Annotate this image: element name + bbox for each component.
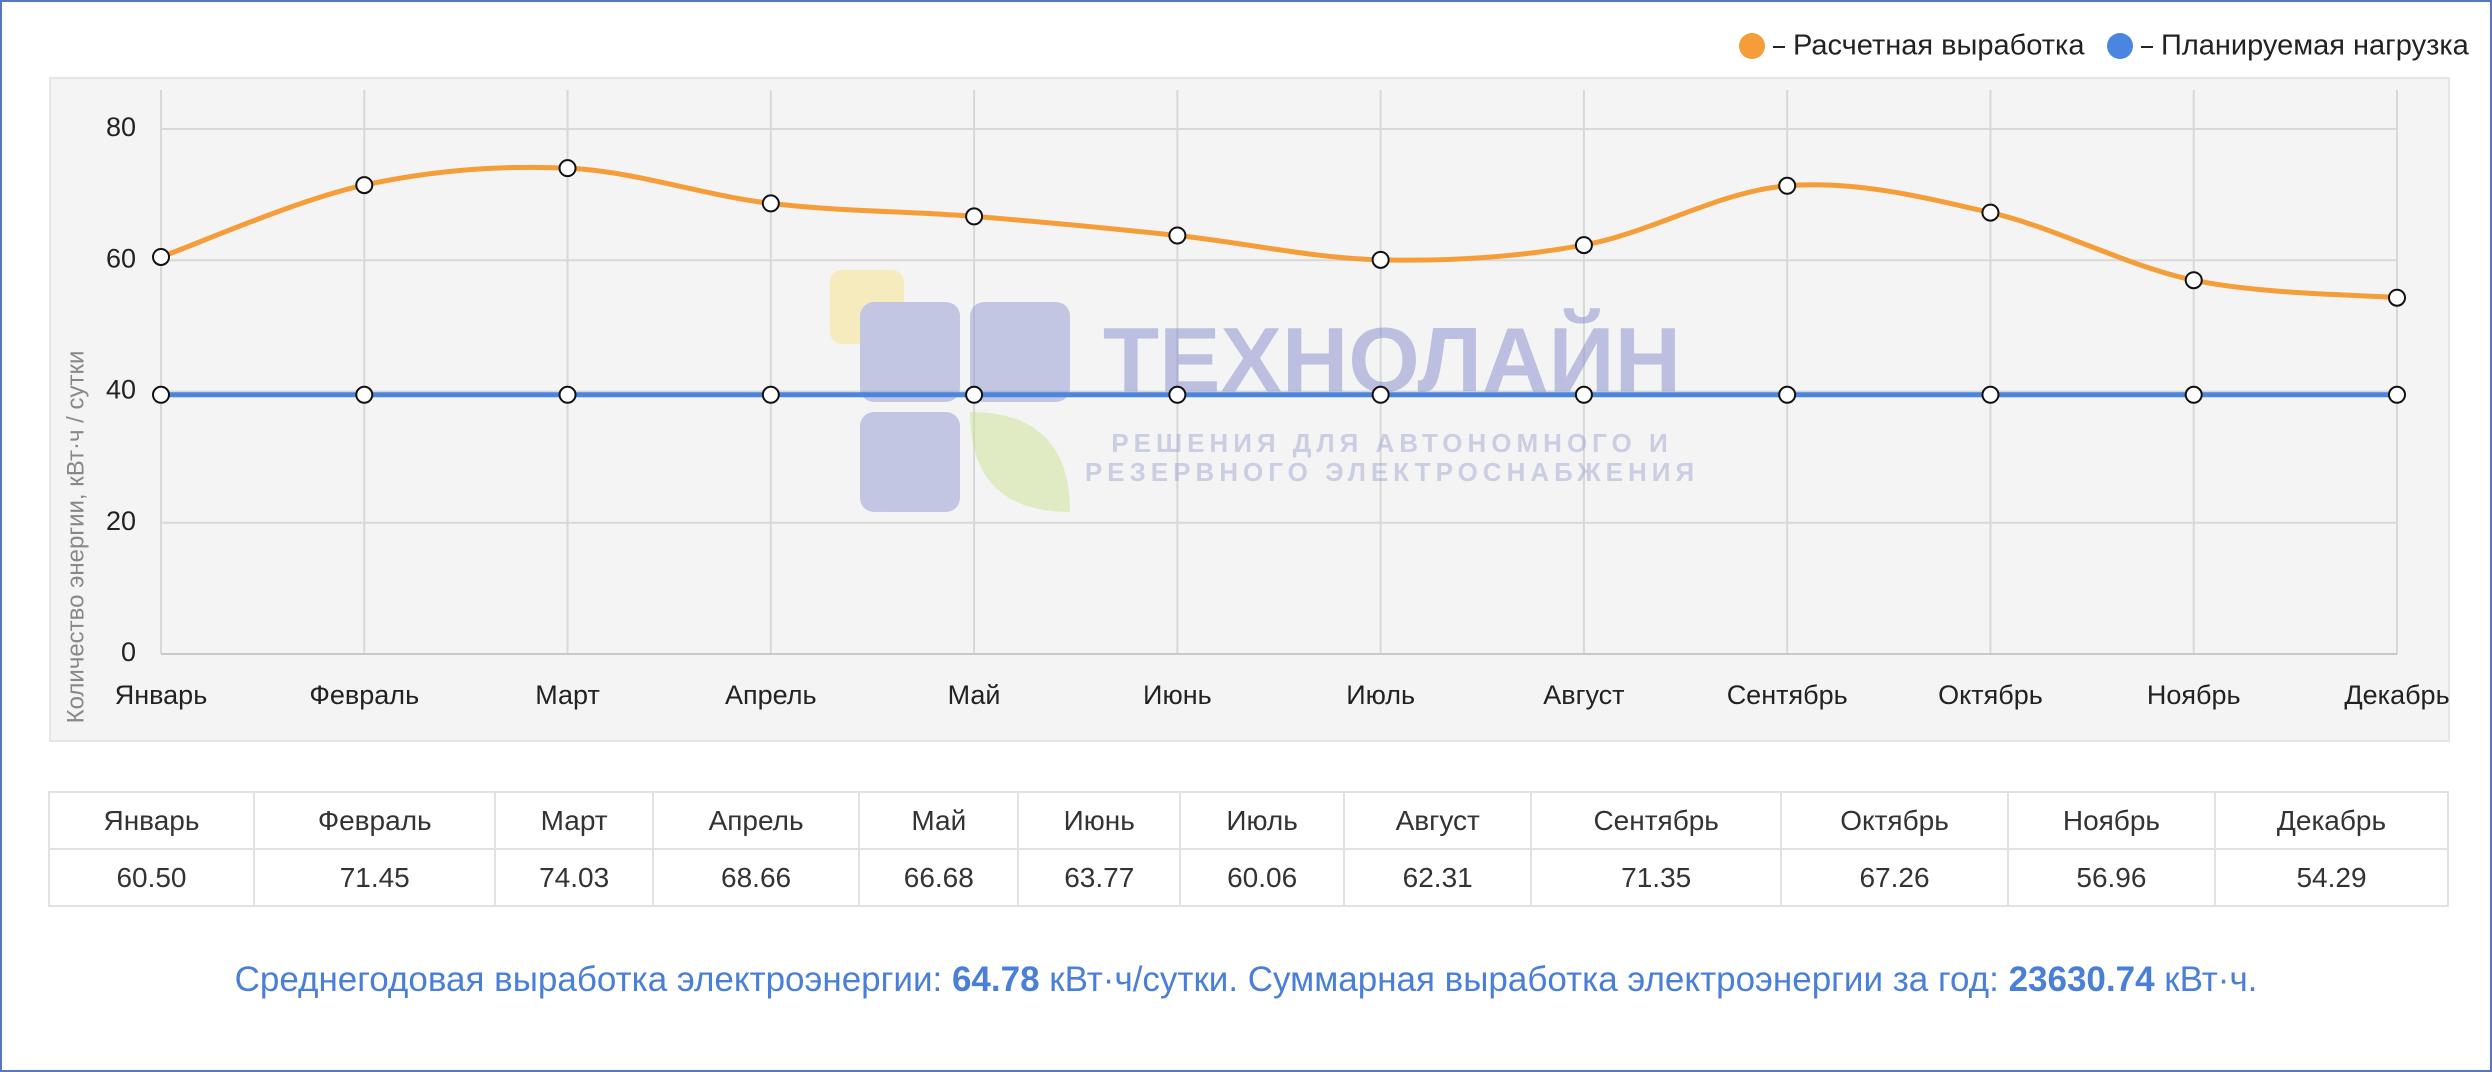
watermark-line: РЕЗЕРВНОГО ЭЛЕКТРОСНАБЖЕНИЯ <box>1085 457 1699 487</box>
x-tick-label: Июль <box>1346 680 1415 710</box>
data-point <box>761 385 780 404</box>
x-tick-label: Сентябрь <box>1727 680 1848 710</box>
table-header-cell: Июнь <box>1017 791 1182 850</box>
table-cell: 71.35 <box>1530 848 1782 907</box>
table-cell: 74.03 <box>494 848 654 907</box>
table-cell: 68.66 <box>651 848 861 907</box>
data-point <box>965 207 984 226</box>
data-point <box>2184 271 2203 290</box>
watermark-line: РЕШЕНИЯ ДЛЯ АВТОНОМНОГО И <box>1111 428 1672 458</box>
table-header-cell: Октябрь <box>1779 791 2010 850</box>
data-table: Январь Февраль Март Апрель Май Июнь Июль Август… <box>48 791 2450 907</box>
table-cell: 54.29 <box>2213 848 2450 907</box>
logo-leaf <box>970 412 1070 512</box>
table-row: 60.50 71.45 74.03 68.66 66.68 63.77 60.06 62.31… <box>48 848 2450 907</box>
table-header-cell: Январь <box>48 791 255 850</box>
summary-text: кВт·ч. <box>2154 960 2258 999</box>
data-point <box>2388 288 2406 307</box>
y-axis-title: Количество энергии, кВт·ч / сутки <box>62 351 89 724</box>
data-point <box>1371 385 1390 404</box>
summary-value: 64.78 <box>951 960 1040 999</box>
logo-panel <box>860 302 960 402</box>
legend-marker <box>2107 33 2133 59</box>
table-header-cell: Март <box>494 791 654 850</box>
table-cell: 63.77 <box>1017 848 1182 907</box>
x-tick-label: Август <box>1543 680 1624 710</box>
data-point <box>558 159 577 178</box>
chart: ТЕХНОЛАЙН РЕШЕНИЯ ДЛЯ АВТОНОМНОГО И РЕЗЕ… <box>49 30 2470 742</box>
chart-panel <box>49 77 2450 742</box>
table-row: Январь Февраль Март Апрель Май Июнь Июль Август… <box>48 791 2450 850</box>
logo-panel <box>970 302 1070 402</box>
summary-text: Среднегодовая выработка электроэнергии: <box>234 960 952 999</box>
data-point <box>2388 385 2406 404</box>
table-cell: 60.50 <box>48 848 255 907</box>
table-cell: 67.26 <box>1779 848 2010 907</box>
table-header-cell: Ноябрь <box>2007 791 2216 850</box>
table-cell: 56.96 <box>2007 848 2216 907</box>
data-point <box>355 176 374 195</box>
summary-text: кВт·ч/сутки. Суммарная выработка электро… <box>1039 960 2009 999</box>
x-tick-label: Май <box>948 680 1001 710</box>
data-point <box>1981 203 2000 222</box>
y-tick-label: 80 <box>106 112 136 142</box>
data-point <box>1371 250 1390 269</box>
x-tick-label: Апрель <box>725 680 817 710</box>
data-point <box>1574 236 1593 255</box>
legend-marker <box>1739 33 1765 59</box>
table-cell: 60.06 <box>1179 848 1345 907</box>
x-tick-label: Октябрь <box>1938 680 2043 710</box>
y-tick-label: 60 <box>106 243 136 273</box>
x-tick-label: Июнь <box>1143 680 1212 710</box>
data-point <box>558 385 577 404</box>
table-header-cell: Июль <box>1179 791 1345 850</box>
x-tick-label: Ноябрь <box>2147 680 2241 710</box>
summary-value: 23630.74 <box>2008 960 2155 999</box>
series-line <box>160 164 2398 301</box>
data-point <box>1981 385 2000 404</box>
table-header-cell: Декабрь <box>2213 791 2450 850</box>
logo-square <box>830 270 904 344</box>
table-header-cell: Апрель <box>651 791 861 850</box>
table-cell: 71.45 <box>252 848 497 907</box>
data-point <box>152 247 170 266</box>
table-cell: 66.68 <box>858 848 1020 907</box>
data-point <box>1168 385 1187 404</box>
table-header-cell: Май <box>858 791 1020 850</box>
legend-label: Планируемая нагрузка <box>2161 30 2470 62</box>
data-point <box>761 194 780 213</box>
data-point <box>355 385 374 404</box>
data-point <box>965 385 984 404</box>
data-point <box>1778 176 1797 195</box>
data-point <box>152 385 170 404</box>
x-tick-label: Январь <box>115 680 208 710</box>
data-point <box>2184 385 2203 404</box>
x-tick-label: Март <box>535 680 600 710</box>
legend-label: Расчетная выработка <box>1793 30 2085 62</box>
y-tick-label: 20 <box>106 506 136 536</box>
data-point <box>1168 226 1187 245</box>
y-tick-label: 40 <box>106 375 136 405</box>
table-header-cell: Сентябрь <box>1530 791 1782 850</box>
summary: Среднегодовая выработка электроэнергии: … <box>2 960 2490 1000</box>
logo-panel <box>860 412 960 512</box>
table-cell: 62.31 <box>1342 848 1533 907</box>
table-header-cell: Август <box>1342 791 1533 850</box>
data-point <box>1574 385 1593 404</box>
x-tick-label: Декабрь <box>2344 680 2449 710</box>
y-tick-label: 0 <box>121 637 136 667</box>
data-point <box>1778 385 1797 404</box>
x-tick-label: Февраль <box>309 680 419 710</box>
table-header-cell: Февраль <box>252 791 497 850</box>
